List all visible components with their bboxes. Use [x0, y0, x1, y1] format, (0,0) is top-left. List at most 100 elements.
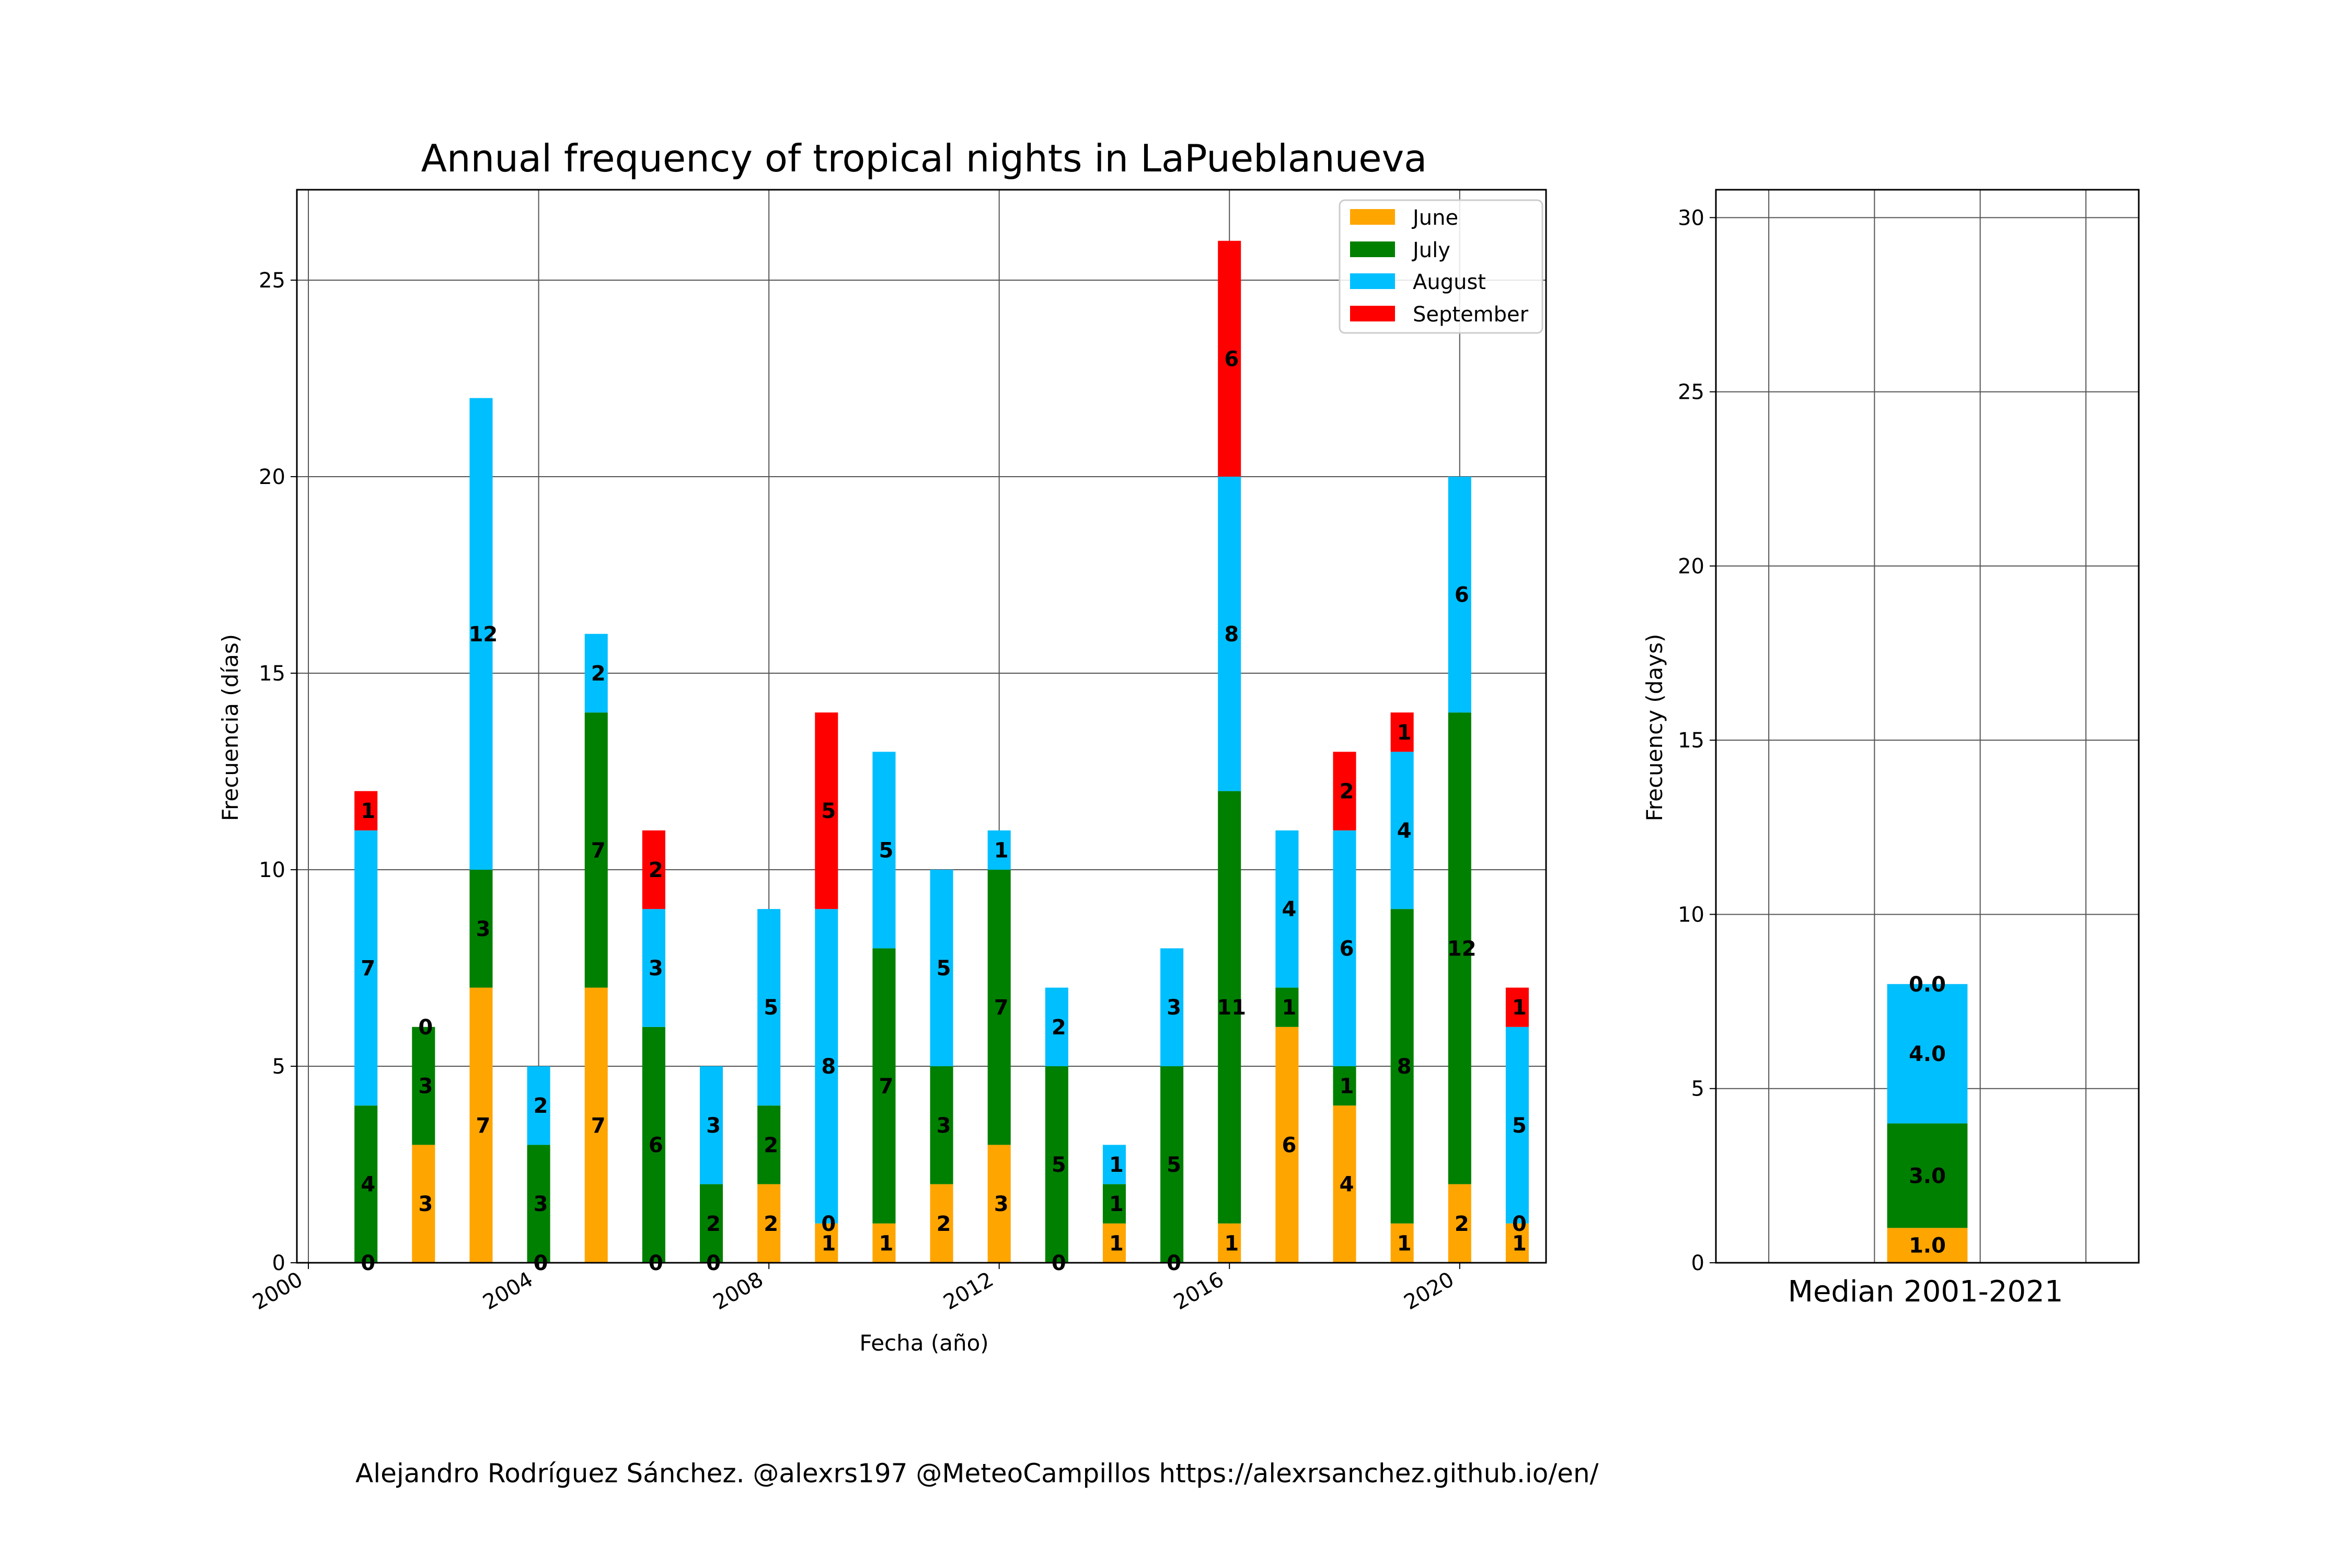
bar-label-august-2014: 1 [1109, 1153, 1124, 1177]
bar-label-june-2005: 7 [591, 1114, 606, 1138]
bar-label-july-2008: 2 [764, 1133, 778, 1157]
bar-label-august-2017: 4 [1282, 897, 1296, 921]
bar-label-june-2020: 2 [1455, 1212, 1469, 1236]
bar-june-2021 [1505, 1223, 1529, 1263]
bar-label-july-2002: 3 [418, 1075, 433, 1099]
bar-label-july-2018: 1 [1340, 1075, 1354, 1099]
bar-september-2006 [642, 830, 665, 909]
median-y-tick-label-30: 30 [1678, 206, 1704, 230]
bar-september-2021 [1505, 987, 1529, 1027]
y-tick-label-0: 0 [272, 1251, 285, 1275]
bar-label-june-2003: 7 [476, 1114, 491, 1138]
median-y-tick-label-25: 25 [1678, 381, 1704, 405]
legend-entry-july: July [1350, 238, 1450, 262]
legend-box [1339, 199, 1543, 334]
median-y-tick-label-10: 10 [1678, 903, 1704, 927]
bar-august-2008 [757, 909, 781, 1106]
bar-label-september-2018: 2 [1340, 780, 1354, 804]
bar-label-august-2002: 0 [418, 1016, 433, 1040]
y-tick-label-10: 10 [259, 858, 285, 882]
footer-credits: Alejandro Rodríguez Sánchez. @alexrs197 … [355, 1458, 1599, 1489]
bar-august-2017 [1275, 830, 1299, 988]
bar-august-2016 [1218, 476, 1241, 791]
y-tick-label-25: 25 [259, 269, 285, 293]
median-plot-frame [1715, 189, 2140, 1264]
bar-label-july-2012: 7 [994, 996, 1009, 1020]
bar-label-august-2016: 8 [1224, 622, 1239, 647]
bar-label-august-2012: 1 [994, 838, 1009, 862]
bar-label-september-2019: 1 [1397, 721, 1412, 745]
median-y-tick-label-15: 15 [1678, 729, 1704, 753]
legend-label-july: July [1411, 238, 1450, 262]
bar-label-june-2014: 1 [1109, 1231, 1124, 1255]
bar-august-2006 [642, 909, 665, 1027]
bar-label-august-2018: 6 [1340, 937, 1354, 961]
median-bar-june [1887, 1228, 1968, 1263]
bar-august-2019 [1390, 752, 1414, 909]
bar-august-2001 [354, 830, 378, 1106]
bar-label-june-2017: 6 [1282, 1133, 1296, 1157]
bar-june-2009 [815, 1223, 838, 1263]
median-bars [1887, 984, 1968, 1263]
bar-july-2008 [757, 1105, 781, 1184]
bar-label-july-2021: 0 [1512, 1212, 1527, 1236]
bar-july-2003 [469, 869, 493, 988]
bar-label-july-2006: 6 [649, 1133, 663, 1157]
bar-september-2016 [1218, 240, 1241, 477]
median-y-tick-label-20: 20 [1678, 555, 1704, 579]
bar-label-july-2015: 5 [1167, 1153, 1181, 1177]
bar-label-june-2019: 1 [1397, 1231, 1412, 1255]
legend-entry-september: September [1350, 303, 1529, 327]
bar-august-2003 [469, 398, 493, 870]
median-y-tick-label-5: 5 [1691, 1077, 1704, 1101]
bar-label-june-2016: 1 [1224, 1231, 1239, 1255]
bar-june-2014 [1102, 1223, 1126, 1263]
bar-label-july-2014: 1 [1109, 1192, 1124, 1216]
bar-september-2001 [354, 791, 378, 831]
bar-label-june-2018: 4 [1340, 1173, 1354, 1197]
legend: June July August September [1339, 199, 1543, 334]
bar-label-june-2011: 2 [937, 1212, 951, 1236]
bar-june-2018 [1333, 1105, 1356, 1263]
legend-label-august: August [1413, 270, 1486, 294]
bar-label-september-2021: 1 [1512, 996, 1527, 1020]
bar-july-2017 [1275, 987, 1299, 1027]
bar-september-2019 [1390, 712, 1414, 752]
legend-entry-june: June [1350, 206, 1458, 230]
bar-july-2001 [354, 1105, 378, 1263]
bar-label-june-2021: 1 [1512, 1231, 1527, 1255]
bar-label-june-2002: 3 [418, 1192, 433, 1216]
median-bar-label-september: 0.0 [1909, 973, 1946, 997]
median-bar-label-august: 4.0 [1909, 1042, 1946, 1066]
bar-july-2006 [642, 1027, 665, 1263]
bar-august-2009 [815, 909, 838, 1224]
bar-june-2002 [412, 1145, 435, 1263]
bar-label-september-2016: 6 [1224, 347, 1239, 371]
bar-july-2002 [412, 1027, 435, 1145]
bar-label-july-2016: 11 [1217, 996, 1246, 1020]
bar-label-july-2017: 1 [1282, 996, 1296, 1020]
main-y-ticks: 0 5 10 15 20 25 [259, 269, 297, 1275]
median-bar-july [1887, 1123, 1968, 1228]
bar-august-2014 [1102, 1145, 1126, 1184]
bar-august-2013 [1045, 987, 1068, 1066]
bar-august-2010 [872, 752, 896, 949]
bar-label-july-2007: 2 [706, 1212, 721, 1236]
bar-label-june-2009: 1 [821, 1231, 836, 1255]
bar-label-august-2015: 3 [1167, 996, 1181, 1020]
bar-june-2019 [1390, 1223, 1414, 1263]
y-tick-label-5: 5 [272, 1055, 285, 1079]
median-bar-label-july: 3.0 [1909, 1164, 1946, 1188]
bar-june-2012 [987, 1145, 1011, 1263]
bar-label-july-2010: 7 [879, 1075, 893, 1099]
bar-june-2016 [1218, 1223, 1241, 1263]
bar-label-august-2019: 4 [1397, 819, 1412, 843]
bar-june-2005 [584, 987, 608, 1263]
median-y-axis-label: Frecuency (days) [1642, 634, 1667, 822]
bar-label-june-2012: 3 [994, 1192, 1009, 1216]
bar-august-2005 [584, 633, 608, 713]
median-bar-label-june: 1.0 [1909, 1234, 1946, 1258]
legend-swatch-july [1350, 241, 1395, 257]
